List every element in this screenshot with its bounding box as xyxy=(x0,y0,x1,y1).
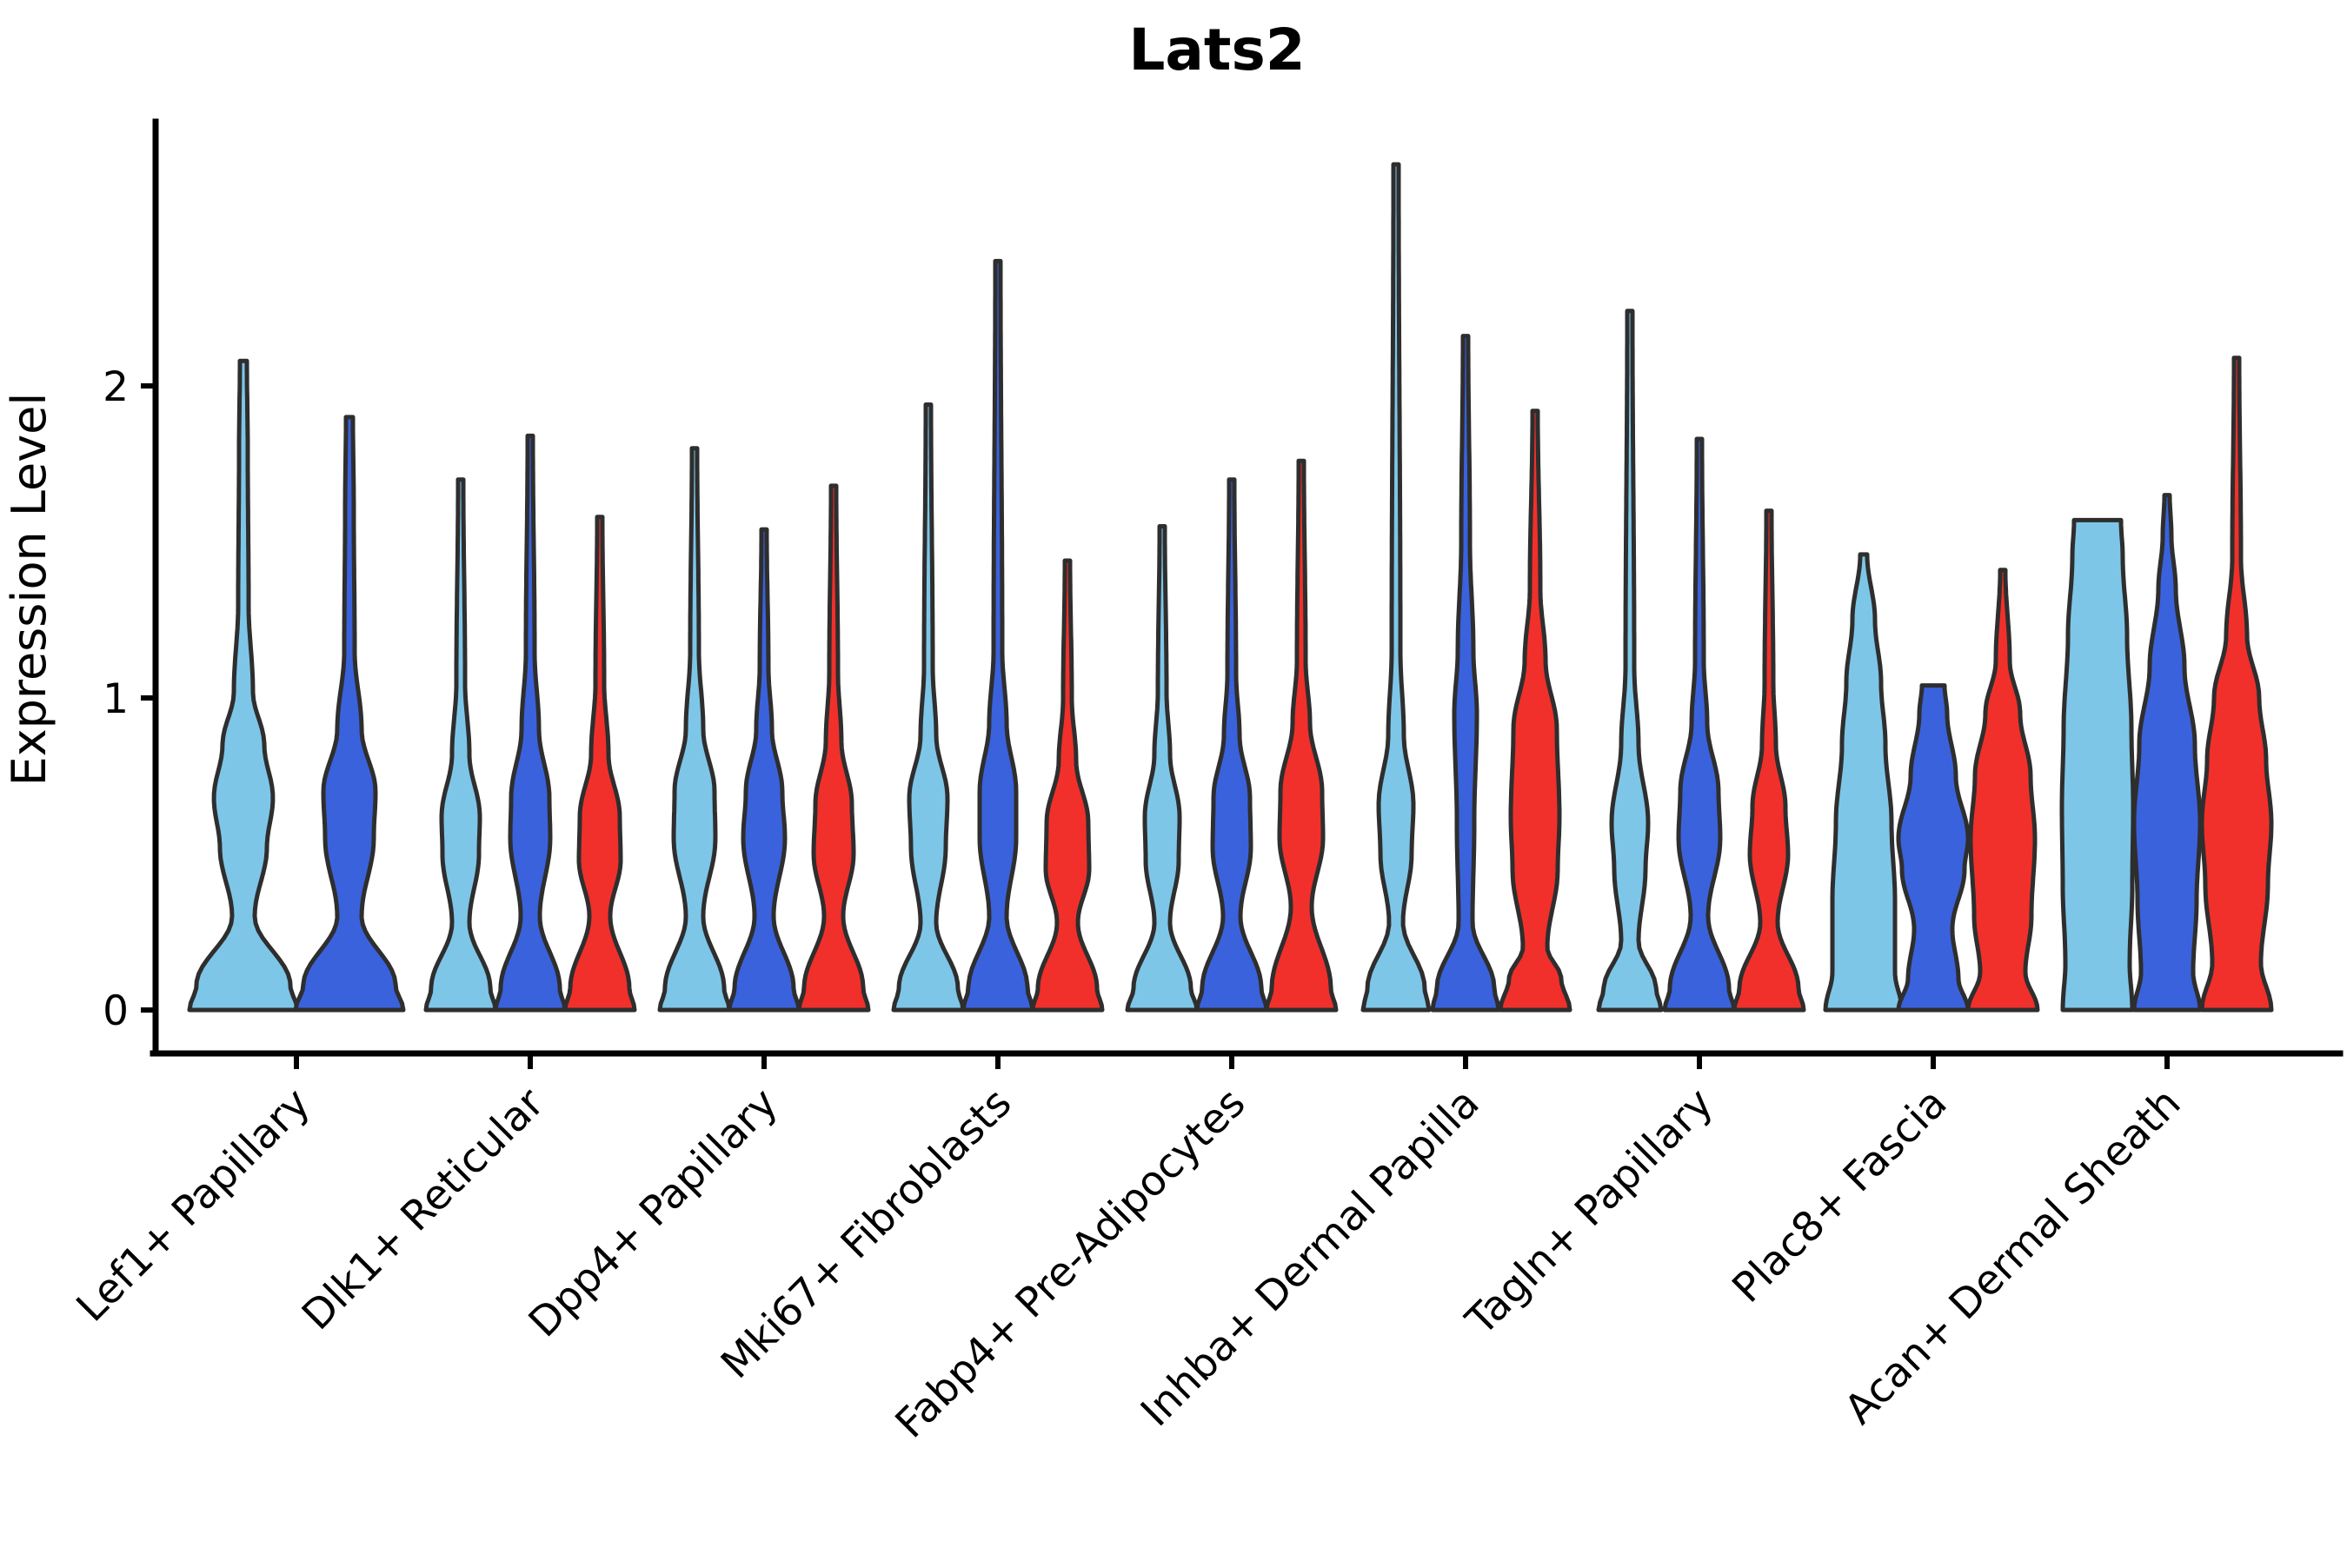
violin-dark-blue-8 xyxy=(2131,493,2203,1013)
violin-light-blue-4 xyxy=(1125,524,1200,1013)
violin-dark-blue-0 xyxy=(293,415,406,1013)
violin-dark-blue-6 xyxy=(1662,436,1737,1013)
violin-red-2 xyxy=(796,483,871,1013)
violin-light-blue-0 xyxy=(187,358,300,1013)
violin-dark-blue-7 xyxy=(1896,683,1971,1013)
violin-dark-blue-1 xyxy=(493,433,568,1013)
x-tick-label: Dlk1+ Reticular xyxy=(293,1079,554,1339)
plot-title: Lats2 xyxy=(1128,17,1305,83)
violin-light-blue-5 xyxy=(1360,162,1432,1013)
x-tick-label: Plac8+ Fascia xyxy=(1724,1080,1957,1312)
y-tick-label: 1 xyxy=(103,675,129,723)
violin-light-blue-1 xyxy=(423,477,498,1013)
y-axis-label: Expression Level xyxy=(2,393,57,787)
violin-red-5 xyxy=(1498,409,1572,1013)
violin-light-blue-7 xyxy=(1823,552,1905,1013)
violin-dark-blue-4 xyxy=(1194,477,1269,1013)
violin-red-7 xyxy=(1965,568,2040,1013)
violin-dark-blue-3 xyxy=(961,258,1035,1013)
violin-dark-blue-2 xyxy=(727,527,801,1013)
violin-red-8 xyxy=(2199,355,2274,1013)
violin-light-blue-3 xyxy=(891,402,966,1013)
x-tick-label: Tagln+ Papillary xyxy=(1457,1080,1723,1345)
violin-red-6 xyxy=(1732,508,1806,1013)
y-tick-label: 0 xyxy=(103,987,129,1035)
violin-red-4 xyxy=(1264,458,1339,1013)
x-tick-label: Dpp4+ Papillary xyxy=(520,1080,788,1347)
x-tick-label: Lef1+ Papillary xyxy=(68,1080,320,1332)
violin-red-3 xyxy=(1030,558,1105,1013)
violin-light-blue-2 xyxy=(657,446,732,1013)
violin-dark-blue-5 xyxy=(1430,334,1501,1013)
y-tick-label: 2 xyxy=(103,363,129,411)
violin-light-blue-6 xyxy=(1596,309,1664,1013)
violin-red-1 xyxy=(562,515,637,1013)
violins-layer xyxy=(187,162,2274,1013)
violin-light-blue-8 xyxy=(2059,517,2136,1013)
